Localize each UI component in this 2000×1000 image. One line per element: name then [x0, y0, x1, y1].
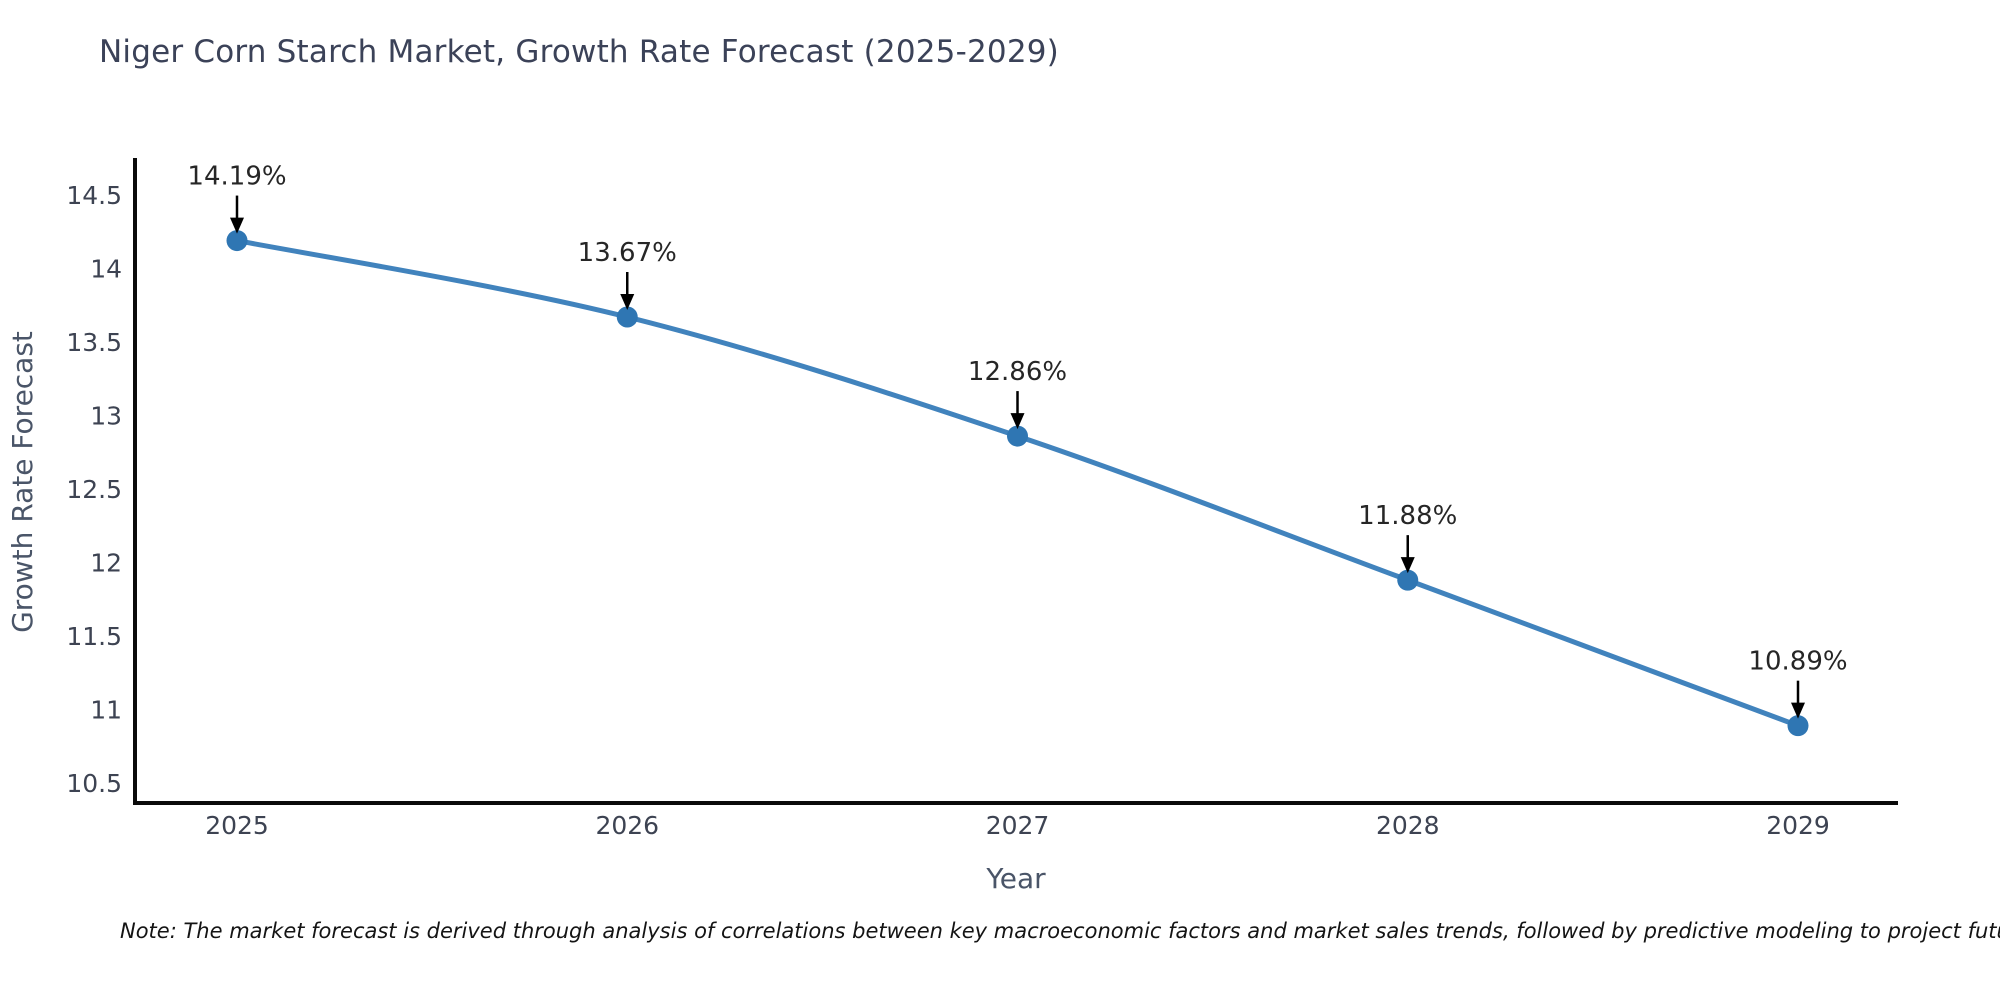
- y-tick-label: 13.5: [66, 328, 122, 357]
- data-point-marker: [1397, 569, 1419, 591]
- y-axis-title: Growth Rate Forecast: [6, 331, 39, 633]
- y-tick-label: 11.5: [66, 622, 122, 651]
- x-tick-label: 2027: [986, 811, 1050, 840]
- annotation-arrow-head: [620, 294, 635, 311]
- y-tick-label: 14: [90, 255, 122, 284]
- annotation-arrow-head: [230, 217, 244, 234]
- y-tick-label: 10.5: [66, 769, 122, 798]
- data-point-marker: [226, 230, 248, 252]
- y-tick-label: 12: [90, 549, 122, 578]
- annotation-arrow-head: [1791, 702, 1805, 719]
- series-line: [234, 238, 1801, 729]
- x-axis-title: Year: [985, 862, 1046, 895]
- x-tick-label: 2029: [1766, 811, 1830, 840]
- point-annotation-label: 12.86%: [968, 357, 1067, 387]
- footnote: Note: The market forecast is derived thr…: [120, 919, 2000, 943]
- y-tick-label: 11: [90, 696, 122, 725]
- point-annotation-label: 14.19%: [187, 162, 286, 192]
- chart-title: Niger Corn Starch Market, Growth Rate Fo…: [99, 34, 1059, 70]
- annotation-arrow-head: [1400, 557, 1415, 574]
- data-point-marker: [1787, 715, 1809, 737]
- data-point-marker: [1007, 425, 1028, 447]
- point-annotation-label: 11.88%: [1358, 501, 1457, 531]
- point-annotation-label: 10.89%: [1748, 647, 1847, 677]
- x-tick-label: 2025: [205, 811, 269, 840]
- data-point-marker: [616, 306, 638, 328]
- y-tick-label: 13: [90, 402, 122, 431]
- x-tick-label: 2026: [595, 811, 659, 840]
- annotation-arrow-head: [1010, 413, 1025, 430]
- y-tick-label: 12.5: [66, 475, 122, 504]
- y-tick-label: 14.5: [66, 181, 122, 210]
- point-annotation-label: 13.67%: [578, 238, 677, 268]
- x-tick-label: 2028: [1376, 811, 1440, 840]
